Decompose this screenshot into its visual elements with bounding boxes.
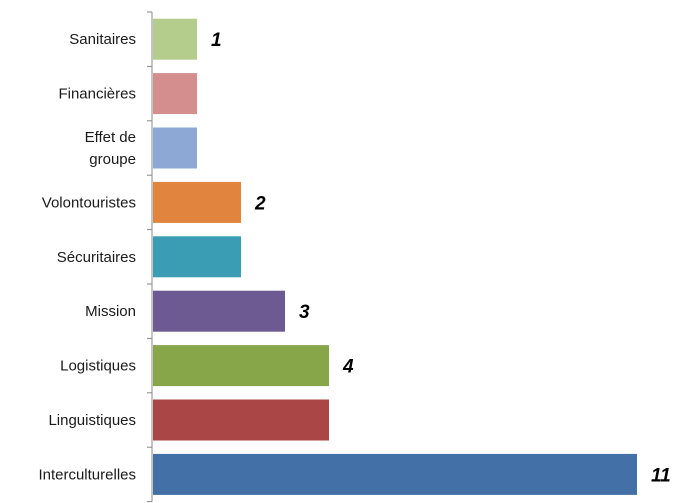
tick-marks xyxy=(147,11,152,503)
bar xyxy=(153,181,241,223)
bars-layer xyxy=(153,18,637,495)
category-label: Mission xyxy=(85,303,136,320)
category-labels: Sanitaires Financières Effet de groupe Volon… xyxy=(38,31,136,483)
bar xyxy=(153,236,241,278)
category-label: Interculturelles xyxy=(38,466,136,483)
bar xyxy=(153,399,329,441)
value-label: 11 xyxy=(651,465,671,486)
value-label: 1 xyxy=(211,30,222,51)
category-label: Linguistiques xyxy=(48,412,136,429)
category-label: Financières xyxy=(58,86,136,103)
category-label: Sanitaires xyxy=(69,31,136,48)
value-label: 4 xyxy=(342,357,354,378)
category-label: Volontouristes xyxy=(42,194,136,211)
bar xyxy=(153,290,285,332)
bar xyxy=(153,453,637,495)
value-labels: 1 2 3 4 11 xyxy=(211,30,671,486)
value-label: 3 xyxy=(299,302,310,323)
category-label: Logistiques xyxy=(60,358,136,375)
bar xyxy=(153,345,329,387)
bar xyxy=(153,18,197,60)
bar xyxy=(153,73,197,115)
bar xyxy=(153,127,197,169)
category-label: Sécuritaires xyxy=(57,249,136,266)
value-label: 2 xyxy=(254,193,266,214)
category-label: Effet de groupe xyxy=(85,129,136,168)
